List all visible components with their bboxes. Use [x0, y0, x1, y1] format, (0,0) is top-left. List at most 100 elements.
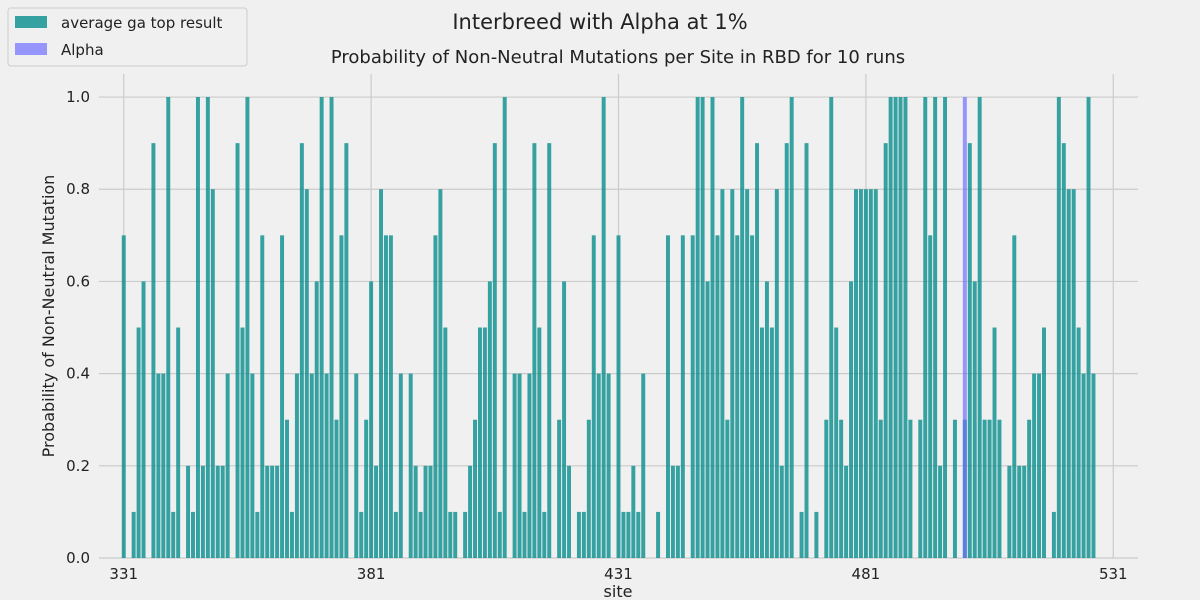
bar-average-ga-top-result: [359, 511, 364, 558]
bar-average-ga-top-result: [1056, 97, 1061, 559]
bar-average-ga-top-result: [502, 97, 507, 559]
y-tick-label: 0.4: [66, 365, 90, 383]
bar-average-ga-top-result: [992, 327, 997, 558]
bar-average-ga-top-result: [1022, 465, 1027, 558]
bar-average-ga-top-result: [824, 419, 829, 558]
bar-average-ga-top-result: [898, 97, 903, 559]
bar-average-ga-top-result: [883, 143, 888, 558]
bar-average-ga-top-result: [265, 465, 270, 558]
bar-alpha: [962, 97, 967, 559]
bar-average-ga-top-result: [1042, 327, 1046, 558]
series-alpha: [962, 97, 967, 559]
bar-average-ga-top-result: [482, 327, 487, 558]
bar-average-ga-top-result: [888, 97, 893, 559]
x-tick-label: 431: [604, 565, 633, 583]
bar-average-ga-top-result: [705, 281, 710, 558]
bar-average-ga-top-result: [784, 143, 789, 558]
bar-average-ga-top-result: [769, 327, 774, 558]
bar-average-ga-top-result: [210, 189, 215, 558]
bar-average-ga-top-result: [675, 465, 680, 558]
bar-average-ga-top-result: [755, 143, 760, 558]
bar-average-ga-top-result: [1071, 189, 1076, 558]
bar-average-ga-top-result: [280, 235, 285, 559]
bar-average-ga-top-result: [487, 281, 492, 558]
legend-label-alpha: Alpha: [61, 41, 104, 59]
bar-average-ga-top-result: [477, 327, 482, 558]
bar-average-ga-top-result: [779, 465, 784, 558]
bar-average-ga-top-result: [581, 511, 586, 558]
bar-average-ga-top-result: [285, 419, 289, 558]
bar-average-ga-top-result: [275, 465, 280, 558]
bar-average-ga-top-result: [1066, 189, 1071, 558]
bar-average-ga-top-result: [438, 189, 443, 558]
bar-average-ga-top-result: [665, 235, 670, 559]
bar-average-ga-top-result: [1027, 419, 1032, 558]
x-tick-labels: 331 381 431 481 531: [109, 565, 1127, 583]
bar-average-ga-top-result: [161, 373, 166, 558]
chart-title: Probability of Non-Neutral Mutations per…: [331, 47, 905, 68]
x-tick-label: 531: [1099, 565, 1128, 583]
bar-average-ga-top-result: [428, 465, 433, 558]
bar-average-ga-top-result: [240, 327, 245, 558]
bar-average-ga-top-result: [383, 235, 388, 559]
bar-average-ga-top-result: [878, 419, 883, 558]
bar-average-ga-top-result: [393, 511, 398, 558]
bar-average-ga-top-result: [374, 465, 379, 558]
bar-average-ga-top-result: [1061, 143, 1066, 558]
bar-average-ga-top-result: [814, 511, 819, 558]
bar-average-ga-top-result: [938, 465, 943, 558]
bar-average-ga-top-result: [745, 189, 750, 558]
bar-average-ga-top-result: [309, 373, 314, 558]
bar-average-ga-top-result: [220, 465, 225, 558]
x-tick-label: 481: [852, 565, 881, 583]
bar-average-ga-top-result: [191, 511, 195, 558]
bar-average-ga-top-result: [715, 235, 720, 559]
bar-average-ga-top-result: [863, 189, 868, 558]
bar-average-ga-top-result: [517, 373, 522, 558]
bar-average-ga-top-result: [418, 511, 423, 558]
bar-average-ga-top-result: [136, 327, 141, 558]
bar-average-ga-top-result: [473, 419, 477, 558]
bar-average-ga-top-result: [1007, 465, 1012, 558]
bar-average-ga-top-result: [304, 189, 309, 558]
bar-average-ga-top-result: [720, 189, 725, 558]
bar-average-ga-top-result: [764, 281, 769, 558]
bar-average-ga-top-result: [166, 97, 171, 559]
bar-average-ga-top-result: [641, 373, 646, 558]
bar-average-ga-top-result: [1091, 373, 1096, 558]
bar-average-ga-top-result: [497, 511, 502, 558]
bar-average-ga-top-result: [151, 143, 156, 558]
bar-average-ga-top-result: [839, 419, 844, 558]
bar-average-ga-top-result: [774, 189, 779, 558]
bar-average-ga-top-result: [557, 419, 562, 558]
x-axis-label: site: [604, 582, 633, 600]
bar-average-ga-top-result: [186, 465, 191, 558]
bar-average-ga-top-result: [680, 235, 685, 559]
bar-average-ga-top-result: [468, 465, 473, 558]
bar-average-ga-top-result: [656, 511, 661, 558]
series-average-ga-top-result: [121, 97, 1096, 559]
bar-average-ga-top-result: [740, 97, 745, 559]
y-axis-label: Probability of Non-Neutral Mutation: [39, 175, 58, 458]
bar-average-ga-top-result: [299, 143, 304, 558]
bar-average-ga-top-result: [1086, 97, 1091, 559]
bar-average-ga-top-result: [854, 189, 858, 558]
bar-average-ga-top-result: [334, 419, 339, 558]
bar-average-ga-top-result: [1051, 511, 1056, 558]
bar-average-ga-top-result: [893, 97, 898, 559]
bar-average-ga-top-result: [760, 327, 764, 558]
bar-average-ga-top-result: [354, 373, 359, 558]
y-tick-label: 1.0: [66, 88, 90, 106]
legend-label-average-ga-top-result: average ga top result: [61, 14, 223, 32]
bar-average-ga-top-result: [799, 511, 804, 558]
bar-average-ga-top-result: [562, 281, 567, 558]
bar-average-ga-top-result: [626, 511, 631, 558]
bar-average-ga-top-result: [1037, 373, 1042, 558]
bar-average-ga-top-result: [750, 235, 755, 559]
bar-average-ga-top-result: [730, 189, 735, 558]
bar-average-ga-top-result: [453, 511, 458, 558]
y-tick-labels: 0.0 0.2 0.4 0.6 0.8 1.0: [66, 88, 90, 567]
bar-average-ga-top-result: [918, 419, 923, 558]
legend-swatch-alpha: [15, 43, 47, 55]
bar-average-ga-top-result: [522, 511, 527, 558]
